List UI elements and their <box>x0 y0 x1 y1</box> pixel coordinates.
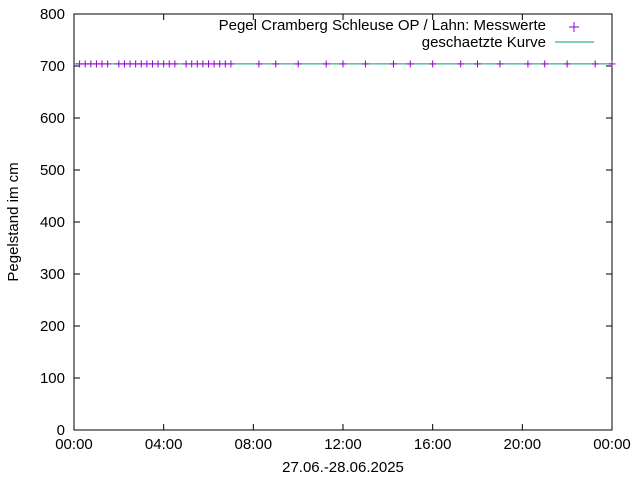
measurement-point <box>541 60 549 68</box>
measurement-point <box>563 60 571 68</box>
measurement-point <box>272 60 280 68</box>
y-axis-label: Pegelstand im cm <box>5 162 22 281</box>
measurement-point <box>457 60 465 68</box>
measurement-point <box>406 60 414 68</box>
x-tick-label: 12:00 <box>324 436 362 453</box>
x-tick-label: 00:00 <box>593 436 631 453</box>
measurement-point <box>322 60 330 68</box>
measurement-point <box>339 60 347 68</box>
y-tick-label: 300 <box>40 266 65 283</box>
y-tick-label: 500 <box>40 162 65 179</box>
y-tick-label: 600 <box>40 110 65 127</box>
x-tick-label: 08:00 <box>235 436 273 453</box>
x-axis: 00:00 04:00 08:00 12:00 16:00 20:00 00:00 <box>55 14 631 453</box>
legend-label-curve: geschaetzte Kurve <box>422 34 546 51</box>
y-tick-label: 700 <box>40 58 65 75</box>
x-tick-label: 04:00 <box>145 436 183 453</box>
legend-marker-measurements <box>569 22 579 32</box>
measurement-point <box>608 60 616 68</box>
measurement-point <box>389 60 397 68</box>
y-tick-label: 400 <box>40 214 65 231</box>
x-tick-label: 00:00 <box>55 436 93 453</box>
y-tick-label: 800 <box>40 6 65 23</box>
x-tick-label: 16:00 <box>414 436 452 453</box>
measurement-point <box>227 60 235 68</box>
measurement-point <box>255 60 263 68</box>
measurement-point <box>294 60 302 68</box>
measurement-point <box>171 60 179 68</box>
x-tick-label: 20:00 <box>504 436 542 453</box>
legend-label-measurements: Pegel Cramberg Schleuse OP / Lahn: Messw… <box>219 17 546 34</box>
measurement-point <box>474 60 481 68</box>
plot-area-frame <box>73 13 613 431</box>
measurement-point <box>429 60 437 68</box>
series-layer <box>74 60 616 68</box>
y-tick-label: 0 <box>57 422 65 439</box>
measurement-point <box>361 60 369 68</box>
legend: Pegel Cramberg Schleuse OP / Lahn: Messw… <box>219 17 594 51</box>
measurement-point <box>104 60 112 68</box>
y-tick-label: 200 <box>40 318 65 335</box>
y-axis: 0 100 200 300 400 500 600 700 800 <box>40 6 612 439</box>
y-tick-label: 100 <box>40 370 65 387</box>
measurement-point <box>496 60 504 68</box>
measurement-point <box>591 60 599 68</box>
measurement-point <box>524 60 532 68</box>
x-axis-label: 27.06.-28.06.2025 <box>282 459 404 476</box>
